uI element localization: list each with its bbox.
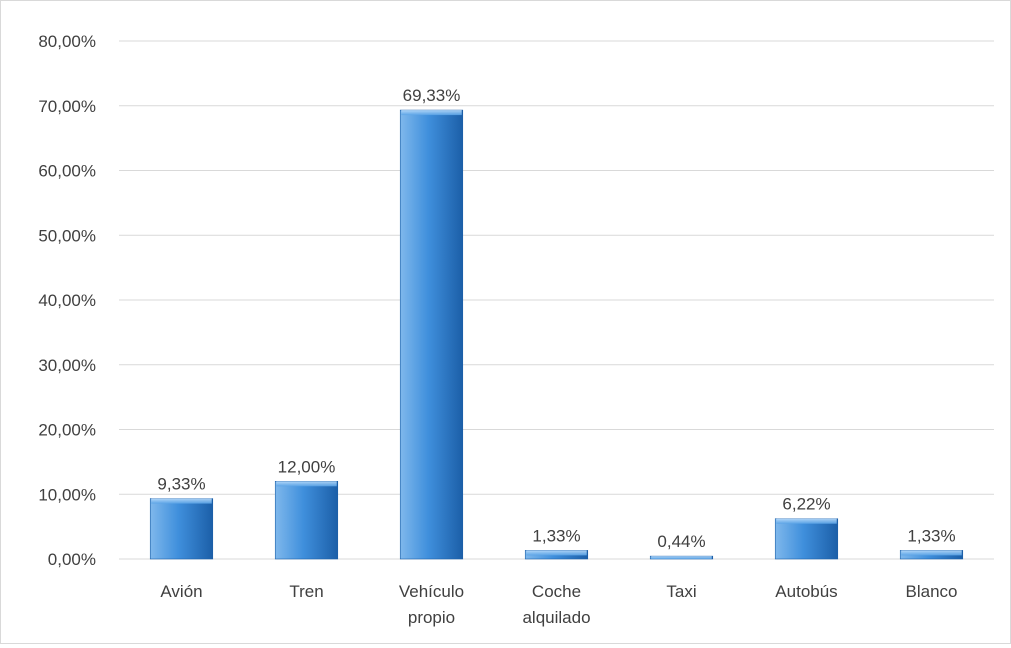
y-tick-label: 0,00% [48, 550, 96, 569]
bars [149, 109, 964, 560]
bar-bevel [526, 550, 587, 556]
y-tick-label: 30,00% [38, 356, 96, 375]
bar-bevel [151, 498, 212, 504]
bar-bevel [651, 556, 712, 559]
data-label: 0,44% [657, 532, 705, 551]
x-tick-label: Avión [160, 582, 202, 601]
data-label: 12,00% [278, 457, 336, 476]
y-tick-label: 80,00% [38, 32, 96, 51]
x-tick-label: Taxi [666, 582, 696, 601]
data-label: 1,33% [532, 526, 580, 545]
y-tick-label: 40,00% [38, 291, 96, 310]
y-tick-label: 10,00% [38, 485, 96, 504]
bar-bevel [276, 481, 337, 487]
data-label: 1,33% [907, 526, 955, 545]
bar [399, 109, 464, 560]
x-tick-label: Vehículo propio [399, 582, 464, 627]
data-labels: 9,33% 12,00% 69,33% 1,33% 0,44% 6,22% 1,33% [157, 86, 955, 551]
y-tick-label: 50,00% [38, 226, 96, 245]
x-tick-label: Coche alquilado [522, 582, 590, 627]
bar [274, 480, 339, 560]
bar [774, 518, 839, 560]
y-tick-label: 60,00% [38, 162, 96, 181]
data-label: 69,33% [403, 86, 461, 105]
x-tick-label: Autobús [775, 582, 837, 601]
bar-bevel [401, 110, 462, 116]
y-axis-tick-labels: 0,00% 10,00% 20,00% 30,00% 40,00% 50,00% 60,00… [38, 32, 96, 569]
gridlines [119, 40, 994, 560]
x-tick-label: Blanco [906, 582, 958, 601]
bar-bevel [901, 550, 962, 556]
bar [149, 498, 214, 560]
y-tick-label: 20,00% [38, 421, 96, 440]
x-axis-tick-labels: Avión Tren Vehículo propio Coche alquilado Tax… [160, 582, 957, 627]
data-label: 6,22% [782, 495, 830, 514]
y-tick-label: 70,00% [38, 97, 96, 116]
bar-bevel [776, 518, 837, 524]
data-label: 9,33% [157, 475, 205, 494]
x-tick-label: Tren [289, 582, 323, 601]
